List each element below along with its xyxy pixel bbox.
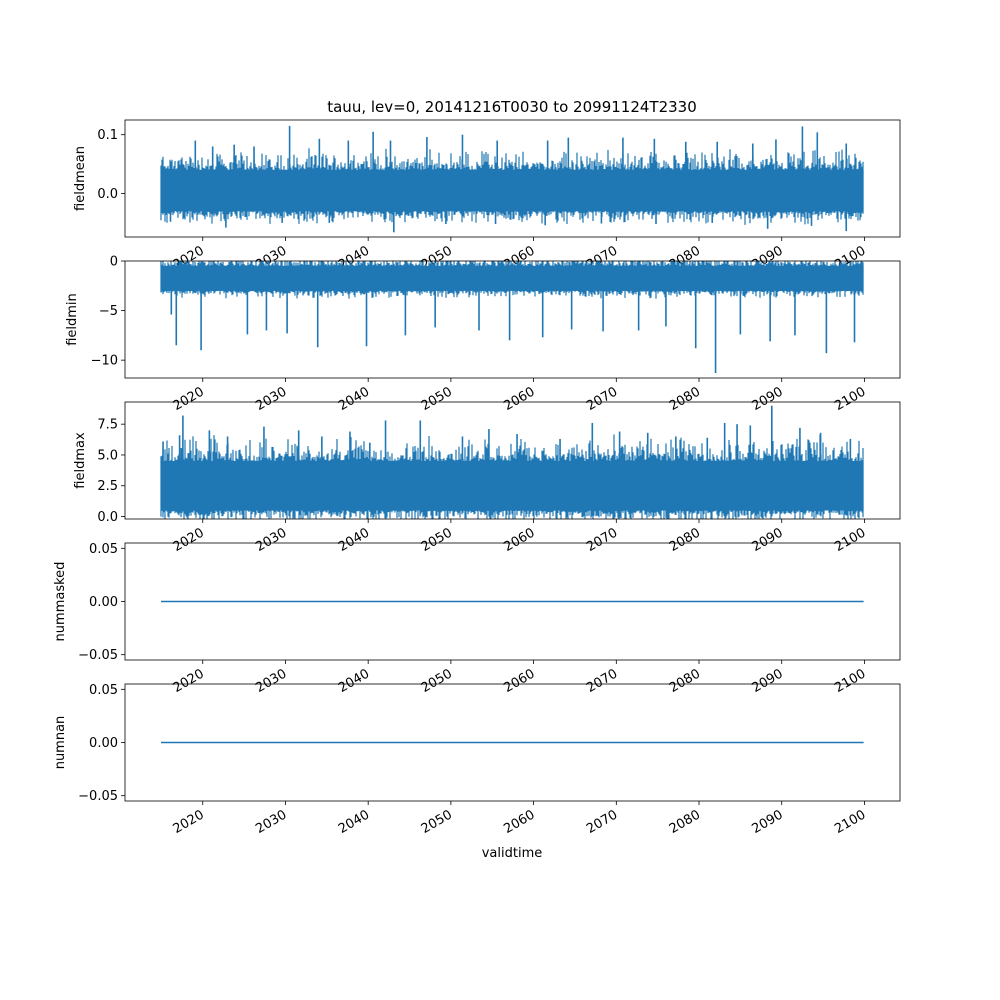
x-tick-label: 2020 <box>171 807 207 837</box>
x-tick-label: 2080 <box>667 384 703 414</box>
x-tick-label: 2090 <box>750 384 786 414</box>
y-tick-label: 0 <box>110 255 118 270</box>
y-tick-label: 0.0 <box>97 187 118 202</box>
x-tick-label: 2040 <box>336 384 372 414</box>
x-tick-label: 2050 <box>419 384 455 414</box>
figure-title: tauu, lev=0, 20141216T0030 to 20991124T2… <box>327 98 697 116</box>
y-axis-label: fieldmin <box>65 293 80 346</box>
subplot-stack: 0.0 0.1 2020 2030 2040 2050 2060 2070 2080 2090 21… <box>53 119 901 837</box>
y-tick-label: 0.0 <box>97 510 118 525</box>
x-axis-label: validtime <box>482 846 543 861</box>
axes-frame <box>124 119 901 238</box>
series-line <box>160 148 864 225</box>
x-tick-label: 2050 <box>419 807 455 837</box>
x-tick-label: 2020 <box>171 384 207 414</box>
plot-area <box>160 405 864 519</box>
x-tick-label: 2040 <box>336 525 372 555</box>
subplot-fieldmin: 0 −5 −10 2020 2030 2040 2050 2060 2070 2080 2090 21… <box>65 255 901 414</box>
y-tick-label: 0.00 <box>89 595 118 610</box>
series-line <box>160 261 864 299</box>
x-tick-label: 2070 <box>584 384 620 414</box>
axes-frame <box>124 683 901 802</box>
subplot-numnan: 0.05 0.00 −0.05 2020 2030 2040 2050 2060 2070 208… <box>53 683 901 837</box>
plot-area <box>160 261 864 374</box>
axes-frame <box>124 260 901 379</box>
x-tick-label: 2080 <box>667 807 703 837</box>
x-tick-label: 2090 <box>750 807 786 837</box>
x-tick-label: 2080 <box>667 666 703 696</box>
x-tick-label: 2060 <box>501 525 537 555</box>
y-tick-label: −0.05 <box>78 789 118 804</box>
y-tick-label: −5 <box>99 304 118 319</box>
y-tick-label: −0.05 <box>78 648 118 663</box>
y-axis-label: numnan <box>53 716 68 770</box>
x-tick-label: 2020 <box>171 666 207 696</box>
y-tick-label: 2.5 <box>97 479 118 494</box>
x-tick-label: 2100 <box>832 666 868 696</box>
plot-area <box>160 125 864 233</box>
x-tick-label: 2060 <box>501 384 537 414</box>
x-tick-label: 2020 <box>171 525 207 555</box>
series-line <box>160 434 864 519</box>
x-tick-label: 2070 <box>584 666 620 696</box>
y-tick-label: 0.1 <box>97 128 118 143</box>
y-tick-label: 5.0 <box>97 448 118 463</box>
x-tick-label: 2050 <box>419 525 455 555</box>
y-tick-label: 0.00 <box>89 736 118 751</box>
x-tick-label: 2060 <box>501 807 537 837</box>
y-tick-label: 0.05 <box>89 542 118 557</box>
y-tick-label: 7.5 <box>97 418 118 433</box>
y-axis-label: fieldmax <box>73 432 88 489</box>
x-tick-label: 2070 <box>584 807 620 837</box>
x-tick-label: 2100 <box>832 384 868 414</box>
x-tick-label: 2050 <box>419 666 455 696</box>
x-tick-label: 2030 <box>253 525 289 555</box>
axes-frame <box>124 542 901 661</box>
subplot-nummasked: 0.05 0.00 −0.05 2020 2030 2040 2050 2060 2070 208… <box>53 542 901 696</box>
x-tick-label: 2100 <box>832 525 868 555</box>
x-tick-label: 2040 <box>336 666 372 696</box>
y-axis-label: fieldmean <box>73 146 88 211</box>
x-tick-label: 2040 <box>336 807 372 837</box>
x-tick-label: 2090 <box>750 666 786 696</box>
x-tick-label: 2030 <box>253 384 289 414</box>
axes-frame <box>124 401 901 520</box>
y-tick-label: −10 <box>91 354 118 369</box>
x-tick-label: 2080 <box>667 525 703 555</box>
x-tick-label: 2070 <box>584 525 620 555</box>
x-tick-label: 2030 <box>253 666 289 696</box>
x-tick-label: 2060 <box>501 666 537 696</box>
x-tick-label: 2090 <box>750 525 786 555</box>
x-tick-label: 2100 <box>832 807 868 837</box>
subplot-fieldmax: 0.0 2.5 5.0 7.5 2020 2030 2040 2050 2060 2070 2080… <box>73 401 901 555</box>
y-axis-label: nummasked <box>53 562 68 642</box>
x-tick-label: 2030 <box>253 807 289 837</box>
y-tick-label: 0.05 <box>89 683 118 698</box>
